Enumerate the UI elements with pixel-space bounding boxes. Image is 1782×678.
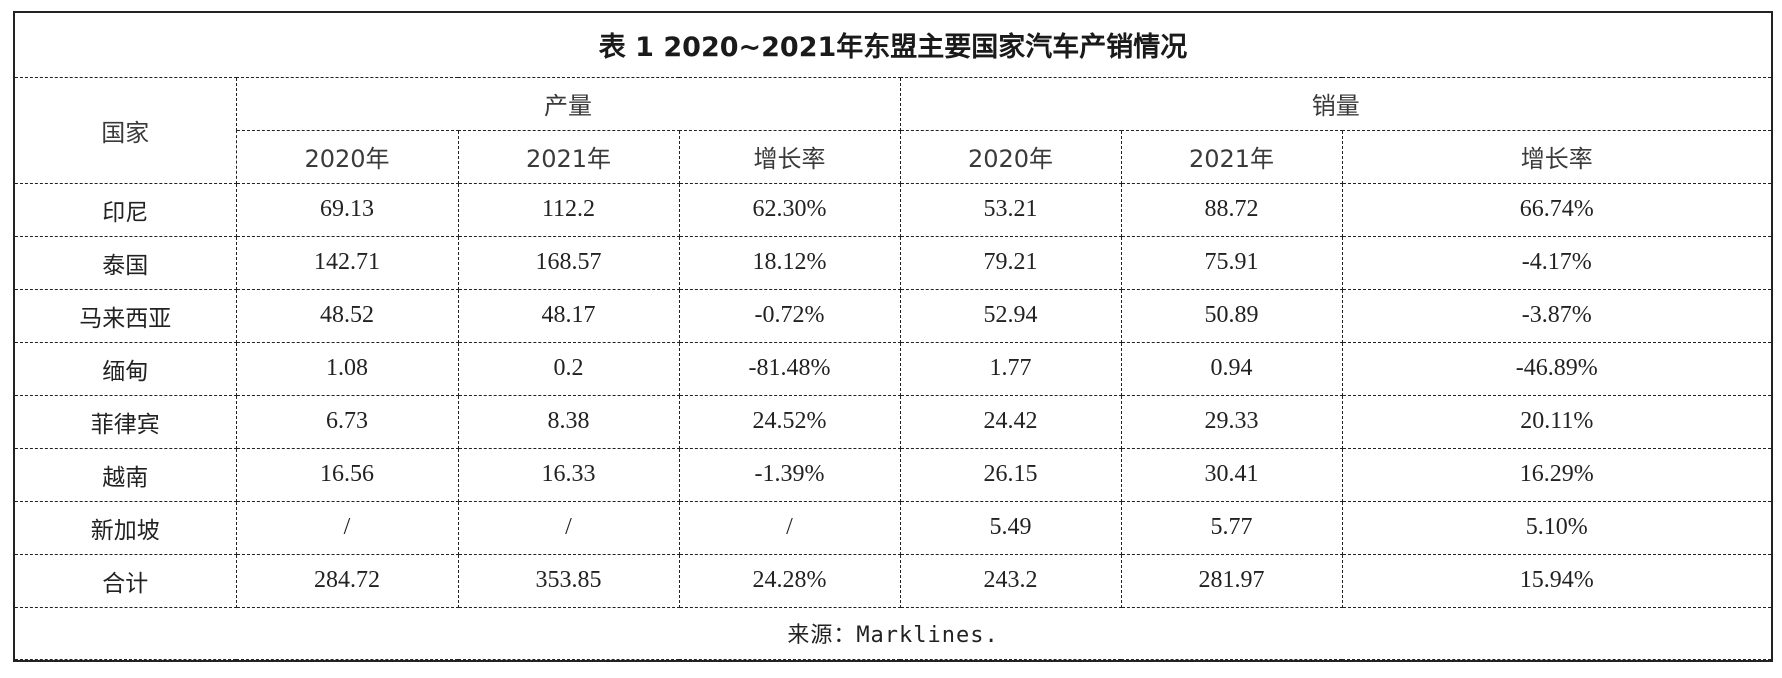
table-cell: / — [678, 500, 901, 555]
table-cell: 0.2 — [457, 341, 680, 396]
table-row: 新加坡 / / / 5.49 5.77 5.10% — [15, 500, 1772, 555]
table-cell: 16.29% — [1341, 447, 1772, 502]
table-cell: 6.73 — [235, 394, 459, 449]
table-row: 缅甸 1.08 0.2 -81.48% 1.77 0.94 -46.89% — [15, 341, 1772, 396]
table-cell: 1.77 — [899, 341, 1122, 396]
table-cell: 66.74% — [1341, 182, 1772, 237]
table-cell: 243.2 — [899, 553, 1122, 608]
table-cell: 26.15 — [899, 447, 1122, 502]
table-cell: 53.21 — [899, 182, 1122, 237]
table-cell: -3.87% — [1341, 288, 1772, 343]
table-row: 越南 16.56 16.33 -1.39% 26.15 30.41 16.29% — [15, 447, 1772, 502]
table-cell: 24.52% — [678, 394, 901, 449]
column-header: 2021年 — [1120, 129, 1343, 184]
source-note: 来源：Marklines. — [15, 606, 1772, 660]
country-cell: 越南 — [15, 447, 237, 502]
table-cell: 29.33 — [1120, 394, 1343, 449]
table-cell: 24.42 — [899, 394, 1122, 449]
country-cell: 菲律宾 — [15, 394, 237, 449]
table-cell: 79.21 — [899, 235, 1122, 290]
table-cell: / — [235, 500, 459, 555]
table-frame: 表 1 2020~2021年东盟主要国家汽车产销情况 国家 产量 销量 2020… — [13, 11, 1773, 662]
table-cell: 16.56 — [235, 447, 459, 502]
table-cell: 48.52 — [235, 288, 459, 343]
table-cell: 353.85 — [457, 553, 680, 608]
table-row: 印尼 69.13 112.2 62.30% 53.21 88.72 66.74% — [15, 182, 1772, 237]
table-cell: 142.71 — [235, 235, 459, 290]
table-cell: 168.57 — [457, 235, 680, 290]
table-cell: 62.30% — [678, 182, 901, 237]
data-table: 表 1 2020~2021年东盟主要国家汽车产销情况 国家 产量 销量 2020… — [15, 13, 1772, 660]
table-cell: 75.91 — [1120, 235, 1343, 290]
table-cell: 281.97 — [1120, 553, 1343, 608]
country-cell: 泰国 — [15, 235, 237, 290]
table-cell: 69.13 — [235, 182, 459, 237]
table-cell: 5.77 — [1120, 500, 1343, 555]
table-cell: -46.89% — [1341, 341, 1772, 396]
total-label-cell: 合计 — [15, 553, 237, 608]
table-cell: -81.48% — [678, 341, 901, 396]
table-row: 泰国 142.71 168.57 18.12% 79.21 75.91 -4.1… — [15, 235, 1772, 290]
table-cell: 52.94 — [899, 288, 1122, 343]
table-cell: / — [457, 500, 680, 555]
country-cell: 缅甸 — [15, 341, 237, 396]
table-cell: 18.12% — [678, 235, 901, 290]
table-cell: 15.94% — [1341, 553, 1772, 608]
table-cell: 88.72 — [1120, 182, 1343, 237]
country-cell: 新加坡 — [15, 500, 237, 555]
column-header: 增长率 — [1341, 129, 1772, 184]
table-cell: -1.39% — [678, 447, 901, 502]
table-cell: 50.89 — [1120, 288, 1343, 343]
table-cell: 30.41 — [1120, 447, 1343, 502]
table-row-total: 合计 284.72 353.85 24.28% 243.2 281.97 15.… — [15, 553, 1772, 608]
table-cell: 1.08 — [235, 341, 459, 396]
table-cell: 0.94 — [1120, 341, 1343, 396]
table-cell: 16.33 — [457, 447, 680, 502]
table-cell: 284.72 — [235, 553, 459, 608]
table-cell: 24.28% — [678, 553, 901, 608]
column-header: 增长率 — [678, 129, 901, 184]
table-cell: 5.10% — [1341, 500, 1772, 555]
country-cell: 印尼 — [15, 182, 237, 237]
column-header: 2020年 — [899, 129, 1122, 184]
table-title: 表 1 2020~2021年东盟主要国家汽车产销情况 — [15, 13, 1772, 78]
table-row: 马来西亚 48.52 48.17 -0.72% 52.94 50.89 -3.8… — [15, 288, 1772, 343]
table-cell: 112.2 — [457, 182, 680, 237]
column-header: 2020年 — [236, 129, 459, 184]
table-cell: -0.72% — [678, 288, 901, 343]
sales-header: 销量 — [899, 76, 1772, 131]
country-cell: 马来西亚 — [15, 288, 237, 343]
table-cell: 5.49 — [899, 500, 1122, 555]
table-row: 菲律宾 6.73 8.38 24.52% 24.42 29.33 20.11% — [15, 394, 1772, 449]
production-header: 产量 — [235, 76, 901, 131]
table-cell: 8.38 — [457, 394, 680, 449]
table-cell: -4.17% — [1341, 235, 1772, 290]
table-cell: 48.17 — [457, 288, 680, 343]
table-cell: 20.11% — [1341, 394, 1772, 449]
column-header: 2021年 — [457, 129, 680, 184]
country-header: 国家 — [15, 76, 237, 184]
